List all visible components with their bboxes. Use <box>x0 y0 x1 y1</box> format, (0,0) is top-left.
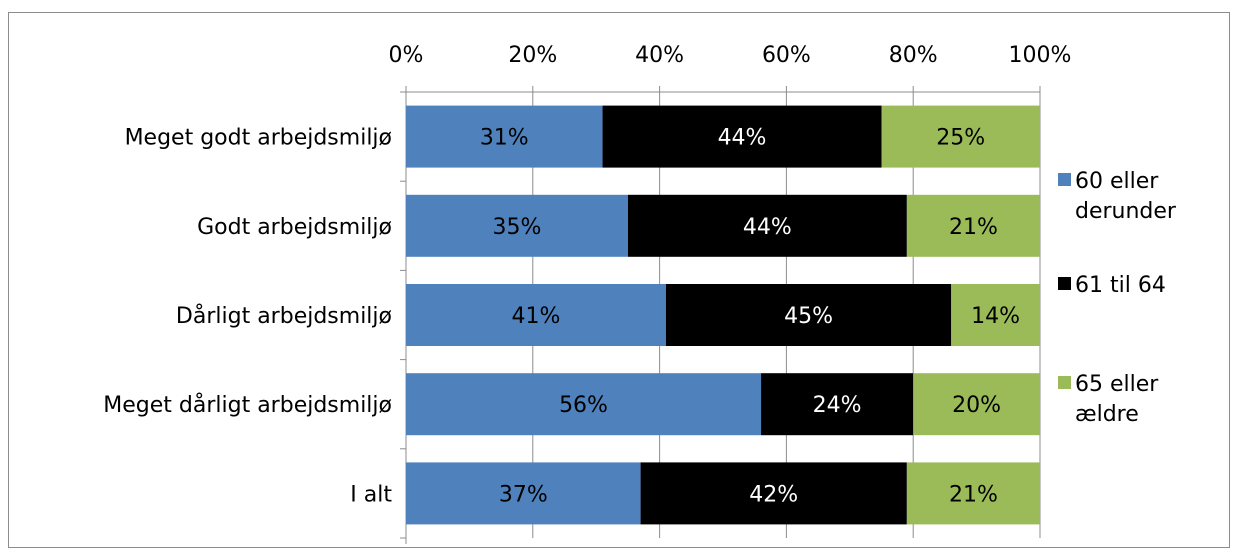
bar-segment-61-til-64 <box>627 194 907 257</box>
x-tick-label: 40% <box>635 43 684 68</box>
data-label: 35% <box>492 215 541 240</box>
legend-label: 60 eller derunder <box>1075 169 1177 224</box>
data-label: 21% <box>949 482 998 507</box>
bar-segment-65-eller-ældre <box>906 194 1040 257</box>
bar-segment-60-eller-derunder <box>406 284 666 346</box>
x-tick-label: 0% <box>389 43 424 68</box>
x-tick-label: 100% <box>1009 43 1072 68</box>
bar-segment-65-eller-ældre <box>906 462 1040 525</box>
legend-label: 61 til 64 <box>1075 273 1166 298</box>
chart-frame <box>8 12 1230 548</box>
bar-segment-65-eller-ældre <box>913 373 1040 436</box>
bar-segment-60-eller-derunder <box>406 194 628 257</box>
category-label: Godt arbejdsmiljø <box>197 215 392 240</box>
bar-segment-61-til-64 <box>761 373 914 436</box>
bar-segment-61-til-64 <box>602 105 882 168</box>
data-label: 25% <box>936 126 985 151</box>
bar-segment-61-til-64 <box>640 462 907 525</box>
category-label: I alt <box>350 482 392 507</box>
data-label: 21% <box>949 215 998 240</box>
data-label: 37% <box>499 482 548 507</box>
legend-swatch-65-eller-ældre <box>1058 376 1071 389</box>
data-label: 31% <box>480 126 529 151</box>
data-label: 24% <box>813 393 862 418</box>
bar-segment-60-eller-derunder <box>406 462 641 525</box>
bar-segment-65-eller-ældre <box>951 284 1040 346</box>
data-label: 42% <box>749 482 798 507</box>
legend-swatch-60-eller-derunder <box>1058 173 1071 186</box>
data-label: 14% <box>971 304 1020 329</box>
x-tick-label: 60% <box>762 43 811 68</box>
bar-segment-65-eller-ældre <box>881 105 1040 168</box>
data-label: 56% <box>559 393 608 418</box>
bar-segment-60-eller-derunder <box>406 105 603 168</box>
category-label: Meget dårligt arbejdsmiljø <box>103 392 392 418</box>
data-label: 45% <box>784 304 833 329</box>
bar-segment-60-eller-derunder <box>406 373 762 436</box>
data-label: 44% <box>743 215 792 240</box>
bar-segment-61-til-64 <box>665 284 952 346</box>
category-label: Meget godt arbejdsmiljø <box>125 126 392 151</box>
category-label: Dårligt arbejdsmiljø <box>176 303 392 329</box>
data-label: 41% <box>512 304 561 329</box>
data-label: 20% <box>952 393 1001 418</box>
data-label: 44% <box>718 126 767 151</box>
x-tick-label: 80% <box>889 43 938 68</box>
legend-swatch-61-til-64 <box>1058 277 1071 290</box>
x-tick-label: 20% <box>508 43 557 68</box>
legend-label: 65 eller ældre <box>1075 372 1159 427</box>
